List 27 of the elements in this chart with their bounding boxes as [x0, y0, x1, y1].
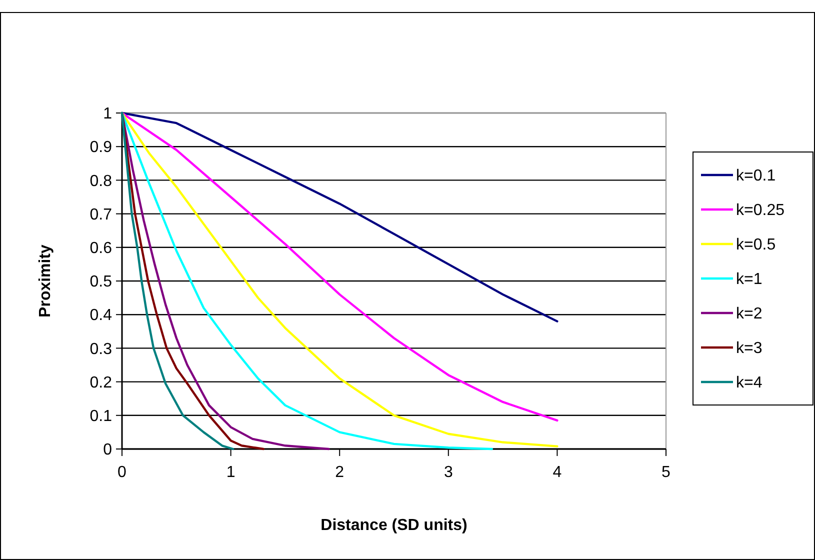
legend-label: k=2: [736, 306, 762, 323]
legend-label: k=0.5: [736, 236, 776, 254]
legend-label: k=1: [736, 271, 762, 288]
y-tick-label: 0.9: [90, 139, 112, 156]
legend-label: k=4: [736, 374, 762, 392]
y-tick-label: 0.8: [90, 172, 112, 190]
y-tick-label: 0.2: [90, 374, 112, 392]
legend-label: k=3: [736, 340, 762, 358]
legend-label: k=0.25: [736, 202, 785, 220]
y-axis-title: Proximity: [37, 244, 54, 318]
y-tick-label: 0.6: [90, 240, 112, 257]
x-tick-label: 0: [118, 464, 127, 481]
line-series: [120, 112, 558, 322]
y-tick-label: 0.7: [90, 206, 112, 224]
x-axis-title: Distance (SD units): [320, 517, 468, 534]
y-tick-label: 0.5: [90, 274, 112, 291]
y-tick-label: 0.3: [90, 340, 112, 358]
x-tick-label: 2: [335, 464, 344, 481]
x-tick-label: 3: [444, 464, 453, 481]
x-tick-label: 4: [552, 464, 562, 481]
y-tick-label: 0.4: [90, 307, 112, 324]
y-tick-label: 1: [103, 106, 112, 123]
y-tick-label: 0: [103, 442, 112, 459]
y-tick-label: 0.1: [90, 408, 112, 425]
x-tick-label: 1: [226, 464, 236, 481]
x-tick-label: 5: [662, 464, 671, 481]
legend-label: k=0.1: [736, 168, 776, 185]
